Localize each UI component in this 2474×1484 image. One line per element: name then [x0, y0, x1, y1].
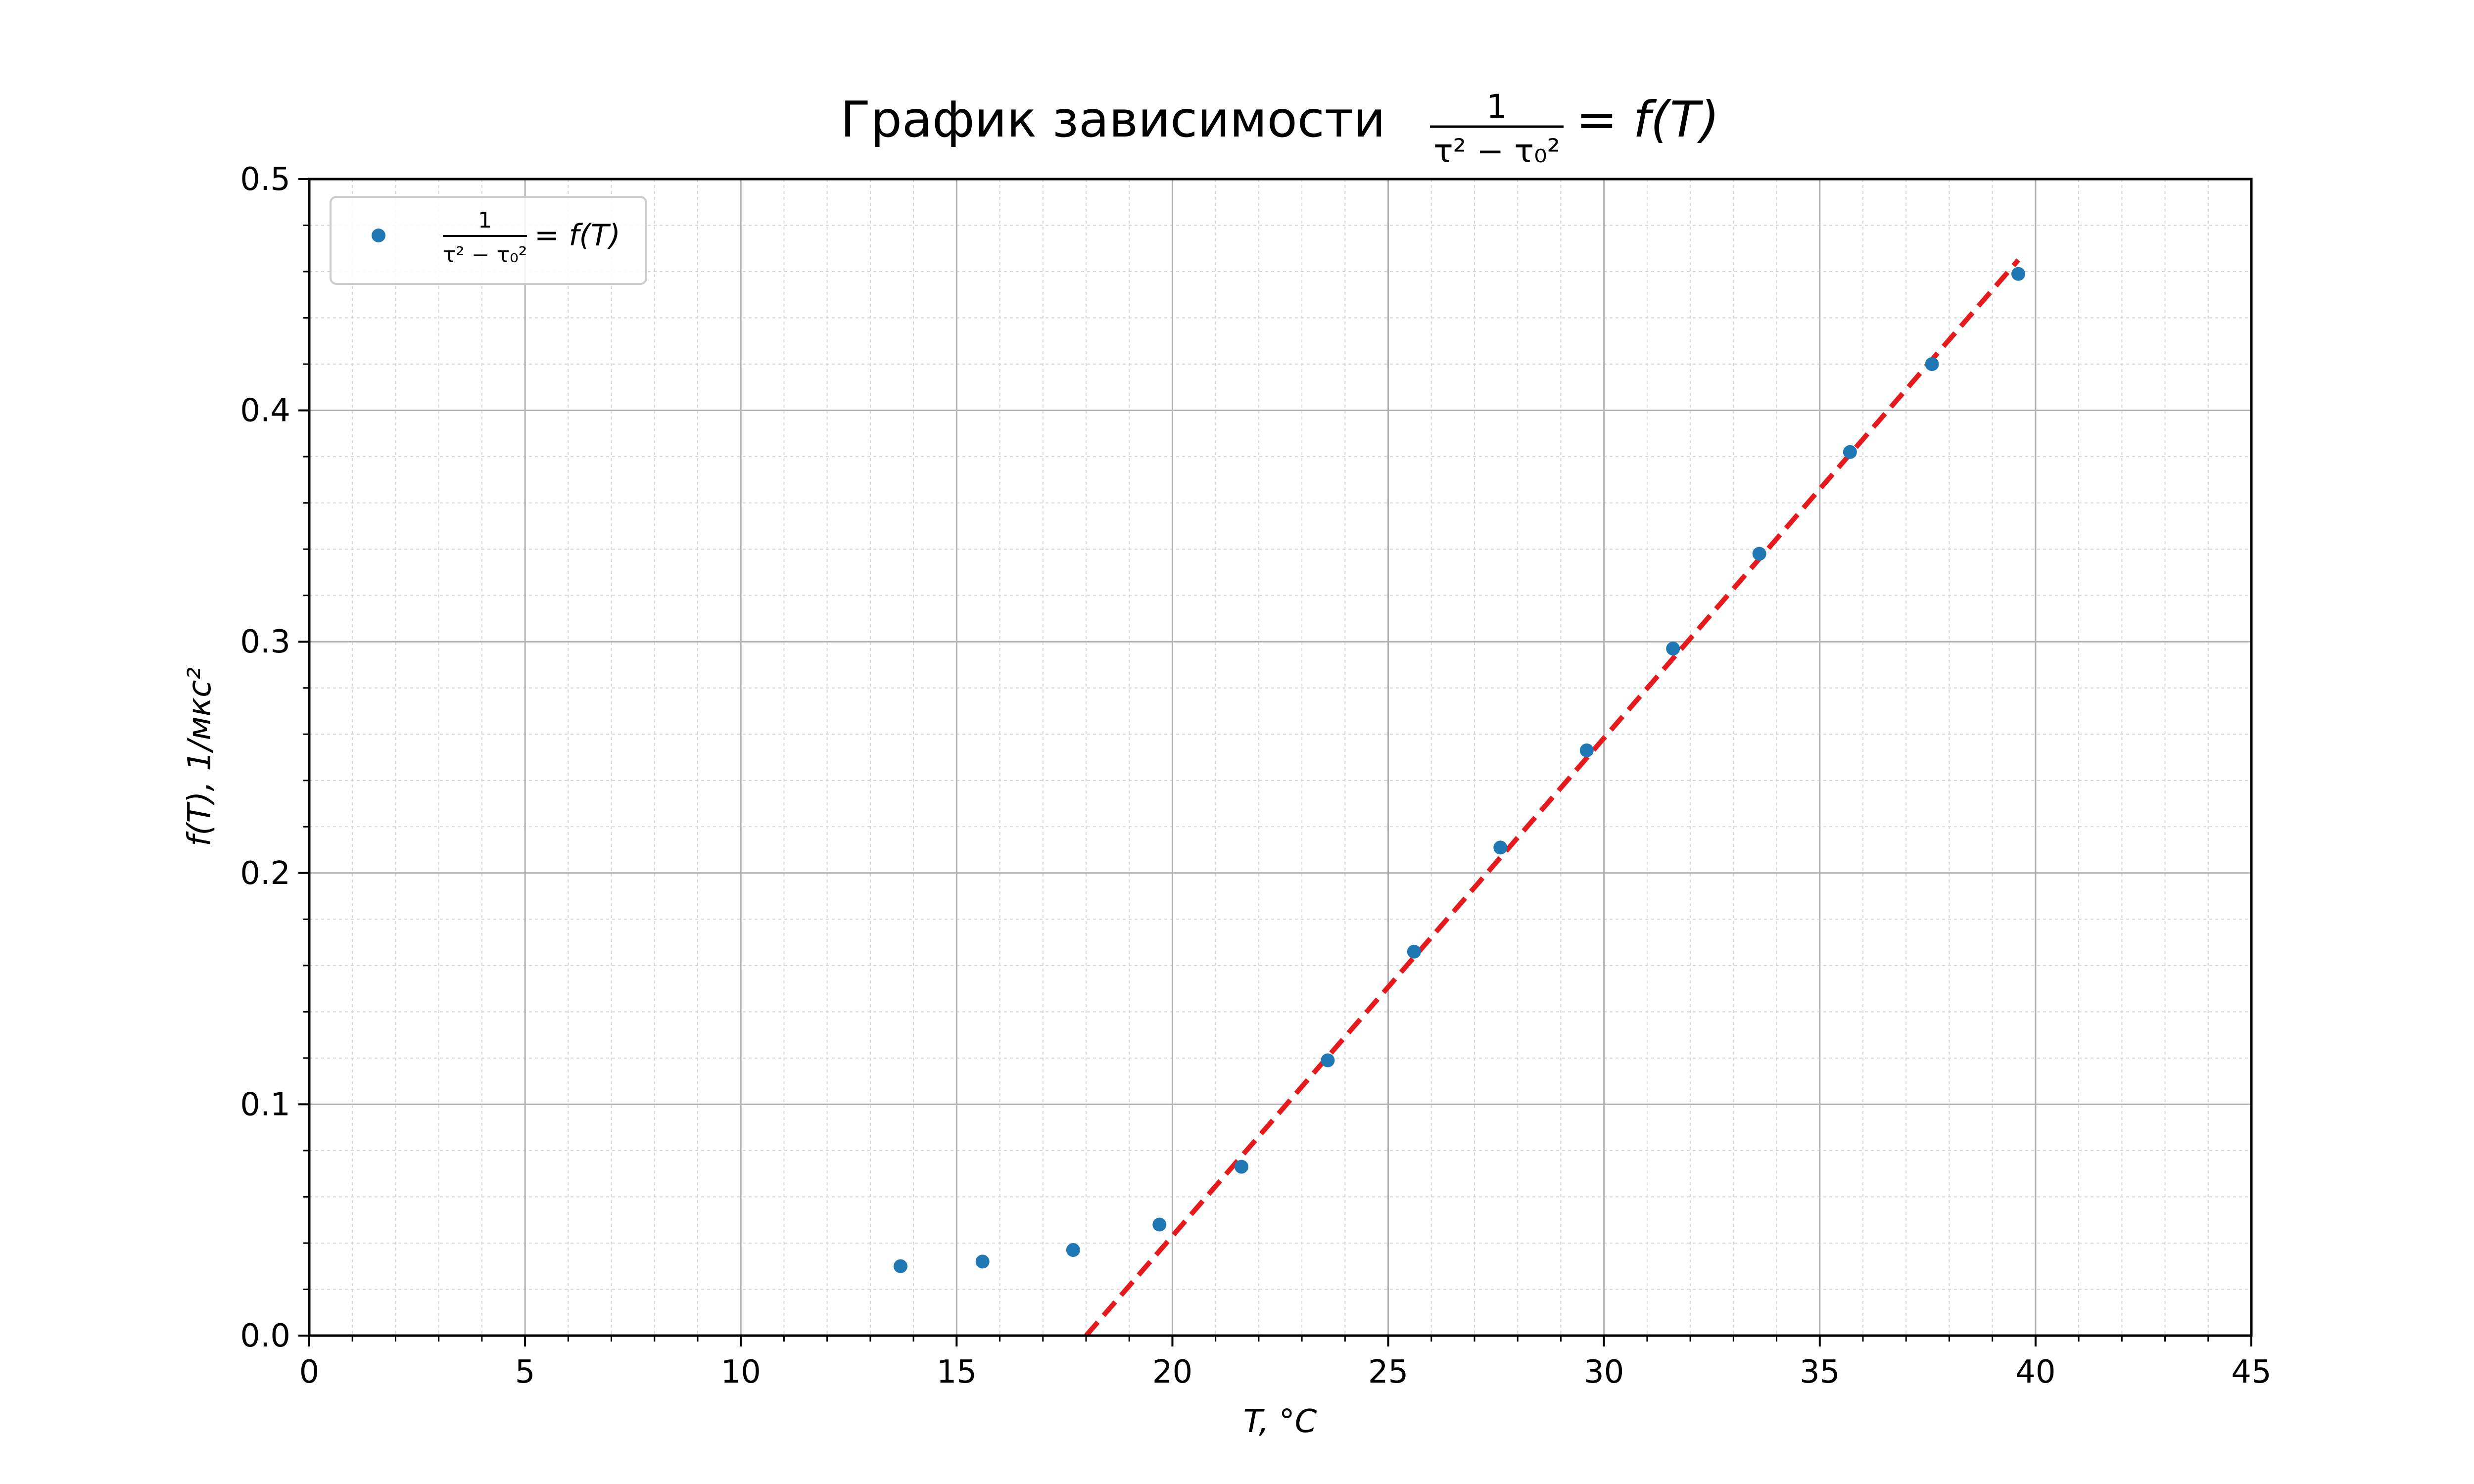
x-tick-label: 10	[721, 1354, 761, 1391]
x-tick-label: 5	[515, 1354, 535, 1391]
x-tick-label: 40	[2015, 1354, 2055, 1391]
data-point	[1321, 1054, 1334, 1067]
y-tick-label: 0.2	[240, 855, 290, 892]
x-axis-label: T, °C	[1243, 1403, 1317, 1440]
data-point	[1843, 445, 1857, 459]
y-tick-label: 0.0	[240, 1318, 290, 1354]
legend-fraction-numerator: 1	[478, 208, 492, 233]
x-tick-label: 15	[937, 1354, 977, 1391]
x-tick-label: 20	[1152, 1354, 1192, 1391]
data-point	[1753, 547, 1766, 561]
title-fraction-numerator: 1	[1486, 88, 1507, 126]
y-tick-label: 0.1	[240, 1086, 290, 1123]
x-tick-label: 45	[2231, 1354, 2271, 1391]
data-point	[1925, 357, 1939, 371]
y-tick-label: 0.3	[240, 624, 290, 660]
data-point	[2011, 267, 2025, 281]
legend: 1 τ² − τ₀² = f(T)	[331, 197, 646, 284]
y-tick-label: 0.5	[240, 161, 290, 198]
title-formula-rhs: = f(T)	[1576, 91, 1719, 148]
x-tick-label: 25	[1368, 1354, 1408, 1391]
data-point	[1407, 945, 1421, 959]
legend-marker	[372, 229, 385, 242]
y-tick-label: 0.4	[240, 393, 290, 429]
plot-area	[309, 179, 2251, 1336]
data-point	[1066, 1243, 1080, 1257]
title-text: График зависимости	[840, 91, 1385, 148]
x-tick-label: 0	[299, 1354, 320, 1391]
x-tick-label: 30	[1584, 1354, 1624, 1391]
data-point	[976, 1254, 990, 1268]
title-fraction-denominator: τ² − τ₀²	[1433, 132, 1560, 170]
data-point	[894, 1259, 907, 1273]
data-point	[1235, 1160, 1248, 1174]
y-axis-label: f(T), 1/мкс²	[182, 667, 218, 846]
legend-fraction-denominator: τ² − τ₀²	[443, 242, 527, 268]
x-tick-label: 35	[1800, 1354, 1840, 1391]
legend-formula-rhs: = f(T)	[534, 218, 620, 253]
data-point	[1493, 840, 1507, 854]
data-point	[1580, 743, 1594, 757]
data-point	[1666, 642, 1680, 655]
data-point	[1152, 1218, 1166, 1232]
